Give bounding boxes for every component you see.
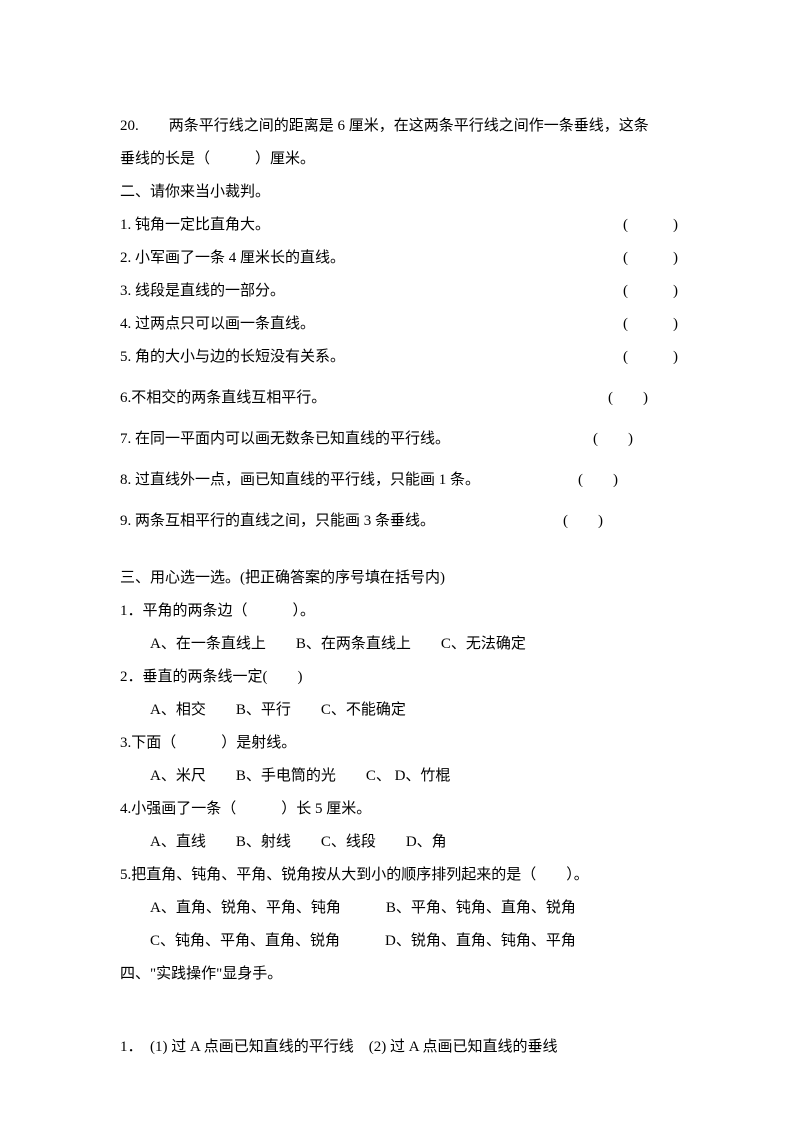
- judge-item-7: 7. 在同一平面内可以画无数条已知直线的平行线。 ( ): [120, 423, 678, 456]
- q20-line1: 20. 两条平行线之间的距离是 6 厘米，在这两条平行线之间作一条垂线，这条: [120, 110, 678, 143]
- s3-q5-optsA: A、直角、锐角、平角、钝角 B、平角、钝角、直角、锐角: [120, 892, 678, 925]
- judge-bracket-6: ( ): [608, 382, 678, 415]
- s3-q4-stem: 4.小强画了一条（ ）长 5 厘米。: [120, 793, 678, 826]
- judge-item-9: 9. 两条互相平行的直线之间，只能画 3 条垂线。 ( ): [120, 505, 678, 538]
- judge-bracket-2: ( ): [623, 242, 678, 275]
- judge-item-3: 3. 线段是直线的一部分。 ( ): [120, 275, 678, 308]
- judge-item-4: 4. 过两点只可以画一条直线。 ( ): [120, 308, 678, 341]
- judge-text-7: 7. 在同一平面内可以画无数条已知直线的平行线。: [120, 423, 450, 456]
- s3-q4-opts: A、直线 B、射线 C、线段 D、角: [120, 826, 678, 859]
- s3-q2-opts: A、相交 B、平行 C、不能确定: [120, 694, 678, 727]
- s3-q5-optsB: C、钝角、平角、直角、锐角 D、锐角、直角、钝角、平角: [120, 925, 678, 958]
- s3-q2-stem: 2．垂直的两条线一定( ): [120, 661, 678, 694]
- section4-title: 四、"实践操作"显身手。: [120, 958, 678, 991]
- judge-text-2: 2. 小军画了一条 4 厘米长的直线。: [120, 242, 345, 275]
- judge-bracket-9: ( ): [563, 505, 678, 538]
- judge-bracket-8: ( ): [578, 464, 678, 497]
- judge-text-3: 3. 线段是直线的一部分。: [120, 275, 285, 308]
- s4-q1: 1． (1) 过 A 点画已知直线的平行线 (2) 过 A 点画已知直线的垂线: [120, 1031, 678, 1064]
- q20-line2: 垂线的长是（ ）厘米。: [120, 143, 678, 176]
- s3-q3-opts: A、米尺 B、手电筒的光 C、 D、竹棍: [120, 760, 678, 793]
- judge-item-5: 5. 角的大小与边的长短没有关系。 ( ): [120, 341, 678, 374]
- judge-item-8: 8. 过直线外一点，画已知直线的平行线，只能画 1 条。 ( ): [120, 464, 678, 497]
- s3-q1-stem: 1．平角的两条边（ ）。: [120, 595, 678, 628]
- s3-q3-stem: 3.下面（ ）是射线。: [120, 727, 678, 760]
- judge-text-4: 4. 过两点只可以画一条直线。: [120, 308, 315, 341]
- judge-item-2: 2. 小军画了一条 4 厘米长的直线。 ( ): [120, 242, 678, 275]
- judge-bracket-7: ( ): [593, 423, 678, 456]
- judge-text-6: 6.不相交的两条直线互相平行。: [120, 382, 326, 415]
- section2-title: 二、请你来当小裁判。: [120, 176, 678, 209]
- judge-text-9: 9. 两条互相平行的直线之间，只能画 3 条垂线。: [120, 505, 435, 538]
- section3-title: 三、用心选一选。(把正确答案的序号填在括号内): [120, 562, 678, 595]
- judge-item-6: 6.不相交的两条直线互相平行。 ( ): [120, 382, 678, 415]
- judge-bracket-4: ( ): [623, 308, 678, 341]
- judge-text-5: 5. 角的大小与边的长短没有关系。: [120, 341, 345, 374]
- judge-bracket-5: ( ): [623, 341, 678, 374]
- judge-bracket-1: ( ): [623, 209, 678, 242]
- judge-bracket-3: ( ): [623, 275, 678, 308]
- judge-text-8: 8. 过直线外一点，画已知直线的平行线，只能画 1 条。: [120, 464, 480, 497]
- judge-item-1: 1. 钝角一定比直角大。 ( ): [120, 209, 678, 242]
- judge-text-1: 1. 钝角一定比直角大。: [120, 209, 270, 242]
- s3-q1-opts: A、在一条直线上 B、在两条直线上 C、无法确定: [120, 628, 678, 661]
- s3-q5-stem: 5.把直角、钝角、平角、锐角按从大到小的顺序排列起来的是（ ）。: [120, 859, 678, 892]
